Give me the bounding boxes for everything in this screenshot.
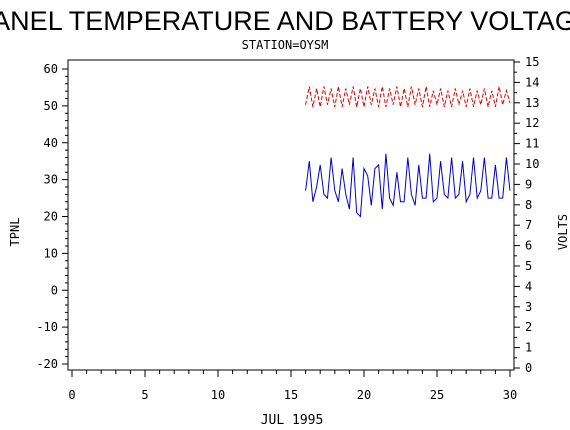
right-tick-label: 11 <box>525 137 539 151</box>
right-tick-label: 9 <box>525 177 532 191</box>
right-tick-label: 0 <box>525 361 532 375</box>
right-y-axis-label: VOLTS <box>556 214 570 250</box>
x-tick-label: 25 <box>430 388 444 402</box>
left-tick-label: -20 <box>36 357 58 371</box>
series-line-volts <box>305 86 511 108</box>
right-tick-label: 8 <box>525 198 532 212</box>
right-tick-label: 12 <box>525 116 539 130</box>
chart-subtitle: STATION=OYSM <box>242 38 329 52</box>
series-group <box>305 86 511 218</box>
right-tick-label: 14 <box>525 75 539 89</box>
right-tick-label: 6 <box>525 239 532 253</box>
x-tick-label: 15 <box>284 388 298 402</box>
left-tick-label: 0 <box>51 283 58 297</box>
right-tick-label: 10 <box>525 157 539 171</box>
left-tick-label: 50 <box>44 99 58 113</box>
x-tick-label: 30 <box>503 388 517 402</box>
left-tick-label: 60 <box>44 62 58 76</box>
series-line-tpnl <box>305 153 511 218</box>
chart-title: PANEL TEMPERATURE AND BATTERY VOLTAGE <box>0 6 570 36</box>
right-tick-label: 5 <box>525 259 532 273</box>
axes: 0 5 10 15 20 25 30-20-100102030405060012345678… <box>36 55 539 402</box>
right-tick-label: 7 <box>525 218 532 232</box>
x-tick-label: 0 <box>68 388 75 402</box>
left-tick-label: 20 <box>44 210 58 224</box>
x-tick-label: 10 <box>211 388 225 402</box>
right-tick-label: 2 <box>525 320 532 334</box>
right-tick-label: 13 <box>525 96 539 110</box>
left-y-axis-label: TPNL <box>8 218 22 247</box>
right-tick-label: 4 <box>525 279 532 293</box>
plot-frame <box>67 59 515 371</box>
left-tick-label: -10 <box>36 320 58 334</box>
left-tick-label: 40 <box>44 136 58 150</box>
right-tick-label: 1 <box>525 341 532 355</box>
x-tick-label: 20 <box>357 388 371 402</box>
left-tick-label: 10 <box>44 246 58 260</box>
x-axis-label: JUL 1995 <box>261 413 324 428</box>
right-tick-label: 15 <box>525 55 539 69</box>
right-tick-label: 3 <box>525 300 532 314</box>
x-tick-label: 5 <box>141 388 148 402</box>
left-tick-label: 30 <box>44 173 58 187</box>
